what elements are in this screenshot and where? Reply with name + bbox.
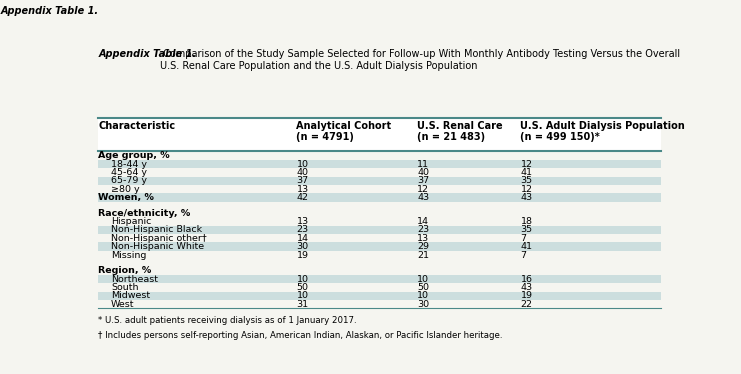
Text: 30: 30	[296, 242, 308, 251]
Bar	[99, 242, 661, 251]
Text: 50: 50	[417, 283, 429, 292]
Text: 43: 43	[520, 283, 533, 292]
Text: 35: 35	[520, 226, 533, 234]
Text: Non-Hispanic Black: Non-Hispanic Black	[111, 226, 202, 234]
Text: Appendix Table 1.: Appendix Table 1.	[99, 49, 196, 59]
Text: 18-44 y: 18-44 y	[111, 159, 147, 169]
Text: 7: 7	[520, 251, 526, 260]
Text: 11: 11	[417, 159, 429, 169]
Text: 12: 12	[520, 185, 533, 194]
Text: 13: 13	[296, 185, 308, 194]
Text: 41: 41	[520, 168, 533, 177]
Text: † Includes persons self-reporting Asian, American Indian, Alaskan, or Pacific Is: † Includes persons self-reporting Asian,…	[99, 331, 503, 340]
Text: * U.S. adult patients receiving dialysis as of 1 January 2017.: * U.S. adult patients receiving dialysis…	[99, 316, 357, 325]
Text: 10: 10	[417, 291, 429, 300]
Text: 14: 14	[296, 234, 308, 243]
Bar	[99, 177, 661, 185]
Text: Characteristic: Characteristic	[99, 121, 176, 131]
Text: 10: 10	[296, 159, 308, 169]
Text: 37: 37	[417, 176, 429, 185]
Text: Comparison of the Study Sample Selected for Follow-up With Monthly Antibody Test: Comparison of the Study Sample Selected …	[160, 49, 680, 71]
Text: South: South	[111, 283, 139, 292]
Text: 45-64 y: 45-64 y	[111, 168, 147, 177]
Text: Hispanic: Hispanic	[111, 217, 151, 226]
Text: 41: 41	[520, 242, 533, 251]
Text: ≥80 y: ≥80 y	[111, 185, 139, 194]
Text: 31: 31	[296, 300, 308, 309]
Bar	[99, 193, 661, 202]
Text: 29: 29	[417, 242, 429, 251]
Bar	[99, 160, 661, 168]
Text: 37: 37	[296, 176, 308, 185]
Text: Women, %: Women, %	[99, 193, 154, 202]
Text: 23: 23	[296, 226, 308, 234]
Text: 10: 10	[296, 291, 308, 300]
Text: Age group, %: Age group, %	[99, 151, 170, 160]
Text: Missing: Missing	[111, 251, 147, 260]
Text: Analytical Cohort
(n = 4791): Analytical Cohort (n = 4791)	[296, 121, 391, 142]
Text: 35: 35	[520, 176, 533, 185]
Text: 12: 12	[417, 185, 429, 194]
Text: 19: 19	[520, 291, 533, 300]
Text: Northeast: Northeast	[111, 275, 158, 283]
Text: 30: 30	[417, 300, 429, 309]
Text: 7: 7	[520, 234, 526, 243]
Bar	[99, 275, 661, 283]
Text: Race/ethnicity, %: Race/ethnicity, %	[99, 209, 190, 218]
Text: 10: 10	[417, 275, 429, 283]
Text: U.S. Adult Dialysis Population
(n = 499 150)*: U.S. Adult Dialysis Population (n = 499 …	[520, 121, 685, 142]
Bar	[99, 226, 661, 234]
Text: 50: 50	[296, 283, 308, 292]
Text: 21: 21	[417, 251, 429, 260]
Text: 16: 16	[520, 275, 533, 283]
Text: 14: 14	[417, 217, 429, 226]
Text: 40: 40	[417, 168, 429, 177]
Text: Midwest: Midwest	[111, 291, 150, 300]
Text: 43: 43	[417, 193, 429, 202]
Text: 10: 10	[296, 275, 308, 283]
Text: 18: 18	[520, 217, 533, 226]
Text: Non-Hispanic other†: Non-Hispanic other†	[111, 234, 207, 243]
Text: 12: 12	[520, 159, 533, 169]
Text: 42: 42	[296, 193, 308, 202]
Text: Appendix Table 1.: Appendix Table 1.	[1, 6, 99, 16]
Bar	[99, 118, 661, 151]
Text: 13: 13	[417, 234, 429, 243]
Text: 13: 13	[296, 217, 308, 226]
Text: 40: 40	[296, 168, 308, 177]
Bar	[99, 292, 661, 300]
Text: U.S. Renal Care
(n = 21 483): U.S. Renal Care (n = 21 483)	[417, 121, 502, 142]
Text: 65-79 y: 65-79 y	[111, 176, 147, 185]
Text: 22: 22	[520, 300, 533, 309]
Text: 23: 23	[417, 226, 429, 234]
Text: West: West	[111, 300, 135, 309]
Text: Non-Hispanic White: Non-Hispanic White	[111, 242, 204, 251]
Text: 43: 43	[520, 193, 533, 202]
Text: 19: 19	[296, 251, 308, 260]
Text: Region, %: Region, %	[99, 266, 152, 275]
